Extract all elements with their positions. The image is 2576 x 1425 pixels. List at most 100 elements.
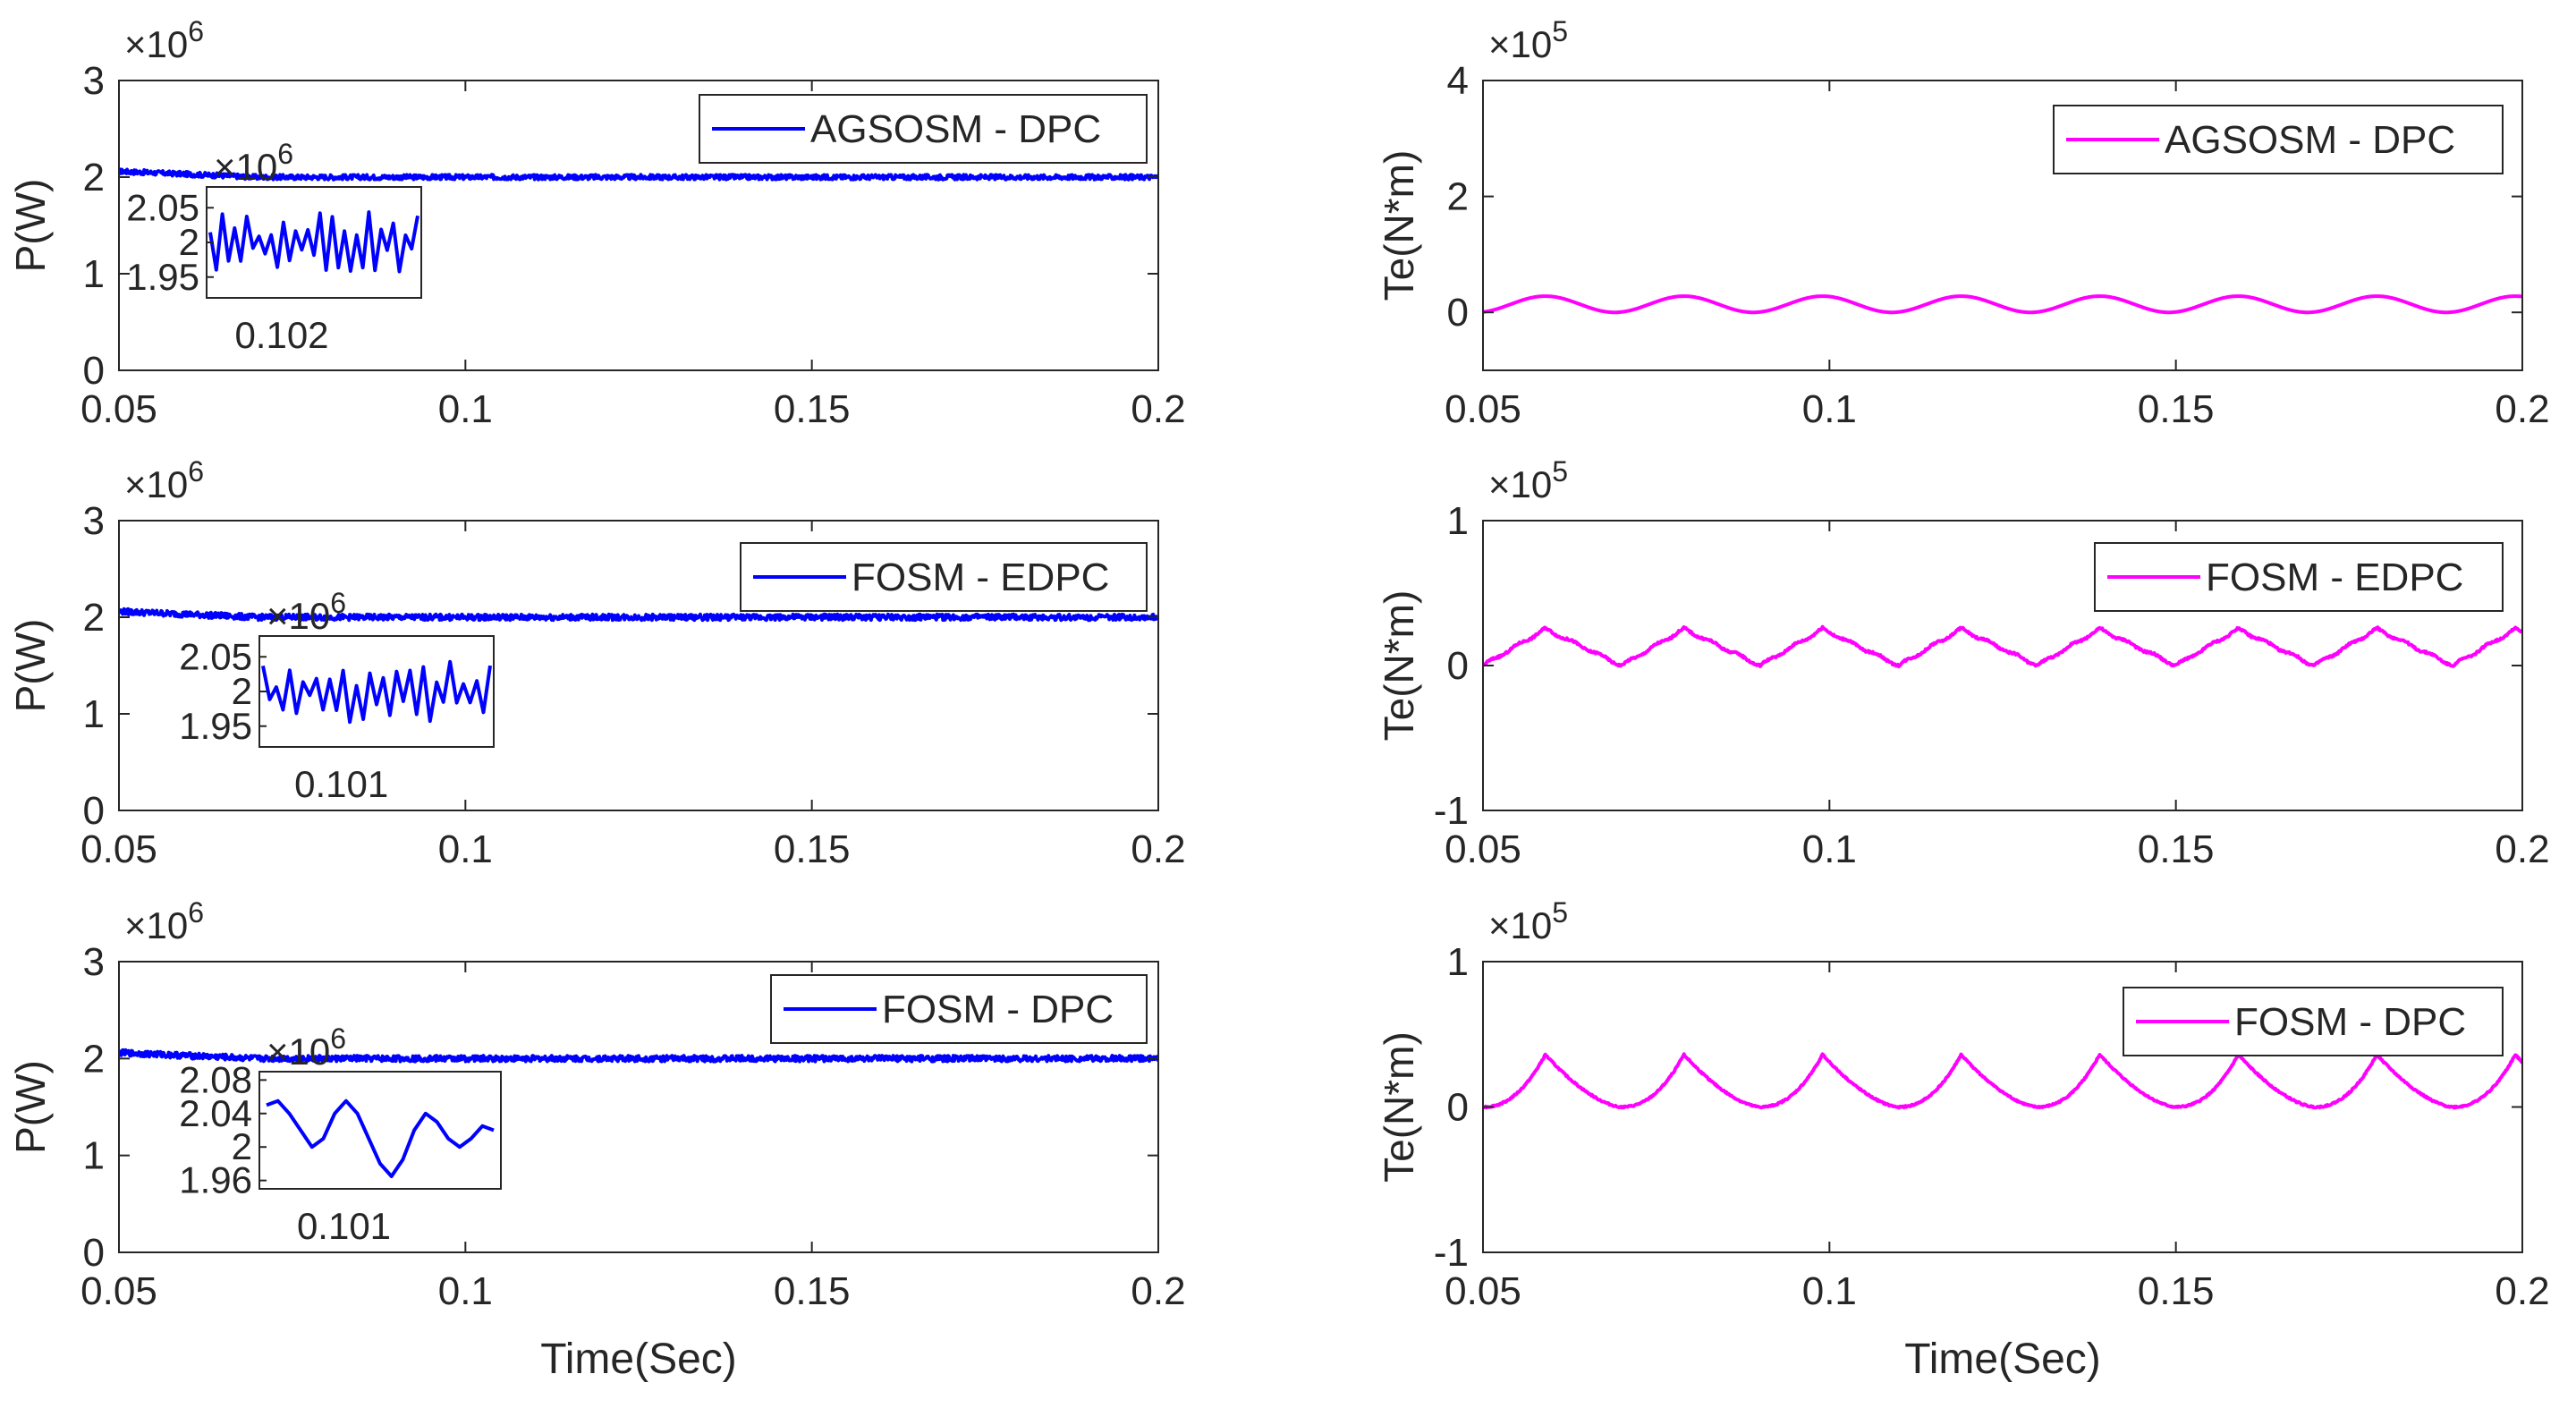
y-exponent-label: ×106 (124, 896, 204, 946)
x-tick-label: 0.05 (1445, 827, 1521, 871)
legend-p3: FOSM - DPC (770, 974, 1148, 1044)
x-tick-label: 0.1 (1802, 827, 1857, 871)
inset-y-tick-label: 2.05 (179, 635, 252, 677)
y-axis-label: P(W) (7, 179, 54, 273)
x-tick-label: 0.15 (774, 1269, 851, 1313)
legend-label: AGSOSM - DPC (810, 107, 1101, 151)
legend-label: FOSM - EDPC (2206, 556, 2463, 599)
y-exponent-label: ×106 (124, 15, 204, 65)
x-axis-label: Time(Sec) (540, 1336, 737, 1383)
x-tick-label: 0.2 (2495, 827, 2549, 871)
y-tick-label: 0 (1447, 1086, 1469, 1130)
y-axis-label: Te(N*m) (1376, 1031, 1422, 1183)
axes-box-p3 (118, 961, 1159, 1253)
y-exponent-label: ×105 (1488, 455, 1568, 505)
series-line-p3 (119, 1048, 1158, 1064)
series-line-t1 (1483, 294, 2522, 315)
y-exponent-label: ×105 (1488, 15, 1568, 65)
inset-box (258, 1071, 502, 1190)
x-tick-label: 0.15 (774, 387, 851, 431)
x-tick-label: 0.15 (2138, 827, 2215, 871)
series-line-p2 (119, 606, 1158, 623)
y-tick-label: 2 (1447, 175, 1469, 219)
y-tick-label: 1 (83, 252, 105, 296)
series-line-t3 (1483, 1052, 2522, 1110)
subplot-p3: 0.05 0.1 0.15 0.2 0 1 2 3 ×106 P(W) Time(Sec) FOSM … (7, 896, 1186, 1383)
inset-exponent-label: ×106 (267, 1022, 346, 1073)
y-exponent-label: ×105 (1488, 896, 1568, 946)
x-tick-label: 0.05 (80, 1269, 157, 1313)
x-tick-label: 0.2 (1131, 387, 1185, 431)
y-tick-label: 3 (83, 499, 105, 543)
inset-y-tick-label: 2 (232, 670, 252, 712)
legend-t1: AGSOSM - DPC (2053, 105, 2504, 174)
x-tick-label: 0.2 (2495, 387, 2549, 431)
y-tick-label: 4 (1447, 59, 1469, 103)
x-tick-label: 0.2 (1131, 1269, 1185, 1313)
x-tick-label: 0.1 (1802, 387, 1857, 431)
x-tick-label: 0.15 (2138, 387, 2215, 431)
y-tick-label: 0 (83, 349, 105, 393)
y-tick-label: 0 (1447, 644, 1469, 688)
inset-series-line (208, 210, 419, 274)
x-tick-label: 0.05 (1445, 387, 1521, 431)
inset-x-tick-label: 0.101 (294, 763, 388, 805)
inset-exponent-label: ×106 (267, 587, 346, 637)
inset-y-tick-label: 1.96 (179, 1159, 252, 1201)
y-tick-label: 1 (1447, 499, 1469, 543)
x-tick-label: 0.05 (80, 387, 157, 431)
y-tick-label: 2 (83, 1037, 105, 1081)
y-axis-label: P(W) (7, 619, 54, 713)
x-tick-label: 0.15 (774, 827, 851, 871)
legend-label: FOSM - EDPC (852, 556, 1109, 599)
legend-t2: FOSM - EDPC (2094, 542, 2504, 612)
legend-label: FOSM - DPC (2234, 1000, 2466, 1044)
y-tick-label: -1 (1434, 1231, 1469, 1275)
y-tick-label: 1 (1447, 940, 1469, 984)
y-tick-label: 1 (83, 692, 105, 736)
inset-y-tick-label: 2 (179, 221, 199, 263)
inset-y-tick-label: 1.95 (126, 256, 199, 298)
y-tick-label: 1 (83, 1134, 105, 1178)
inset-series-line (266, 1098, 495, 1178)
x-tick-label: 0.1 (438, 387, 493, 431)
y-axis-label: Te(N*m) (1376, 150, 1422, 301)
axes-box-p2 (118, 520, 1159, 811)
legend-label: AGSOSM - DPC (2165, 118, 2455, 162)
y-tick-label: 0 (83, 789, 105, 833)
y-axis-label: P(W) (7, 1060, 54, 1154)
x-tick-label: 0.15 (2138, 1269, 2215, 1313)
x-tick-label: 0.2 (1131, 827, 1185, 871)
y-tick-label: 2 (83, 156, 105, 199)
subplot-p2: 0.05 0.1 0.15 0.2 0 1 2 3 ×106 P(W) FOSM - EDPC 2.0… (7, 455, 1186, 871)
x-tick-label: 0.2 (2495, 1269, 2549, 1313)
legend-p1: AGSOSM - DPC (699, 94, 1148, 164)
legend-label: FOSM - DPC (882, 988, 1114, 1031)
y-tick-label: -1 (1434, 789, 1469, 833)
y-tick-label: 0 (1447, 291, 1469, 335)
x-tick-label: 0.1 (1802, 1269, 1857, 1313)
x-axis-label: Time(Sec) (1904, 1336, 2101, 1383)
y-tick-label: 3 (83, 59, 105, 103)
inset-series-line (261, 659, 492, 725)
subplot-t1: 0.05 0.1 0.15 0.2 0 2 4 ×105 Te(N*m) AGSOSM - DPC (1376, 15, 2550, 431)
y-tick-label: 3 (83, 940, 105, 984)
inset-y-tick-label: 1.95 (179, 705, 252, 747)
inset-y-tick-label: 2.04 (179, 1092, 252, 1134)
subplot-t3: 0.05 0.1 0.15 0.2 -1 0 1 ×105 Te(N*m) Time(Sec) FO… (1376, 896, 2550, 1383)
x-tick-label: 0.05 (1445, 1269, 1521, 1313)
y-tick-label: 2 (83, 596, 105, 640)
axes-box-p1 (118, 80, 1159, 371)
axes-box-t1 (1482, 80, 2523, 371)
inset-x-tick-label: 0.102 (234, 314, 328, 356)
inset-x-tick-label: 0.101 (297, 1205, 391, 1247)
series-line-t2 (1483, 624, 2522, 669)
x-tick-label: 0.1 (438, 1269, 493, 1313)
x-tick-label: 0.1 (438, 827, 493, 871)
subplot-t2: 0.05 0.1 0.15 0.2 -1 0 1 ×105 Te(N*m) FOSM - EDPC (1376, 455, 2550, 871)
inset-exponent-label: ×106 (214, 138, 293, 188)
legend-t3: FOSM - DPC (2123, 987, 2504, 1056)
